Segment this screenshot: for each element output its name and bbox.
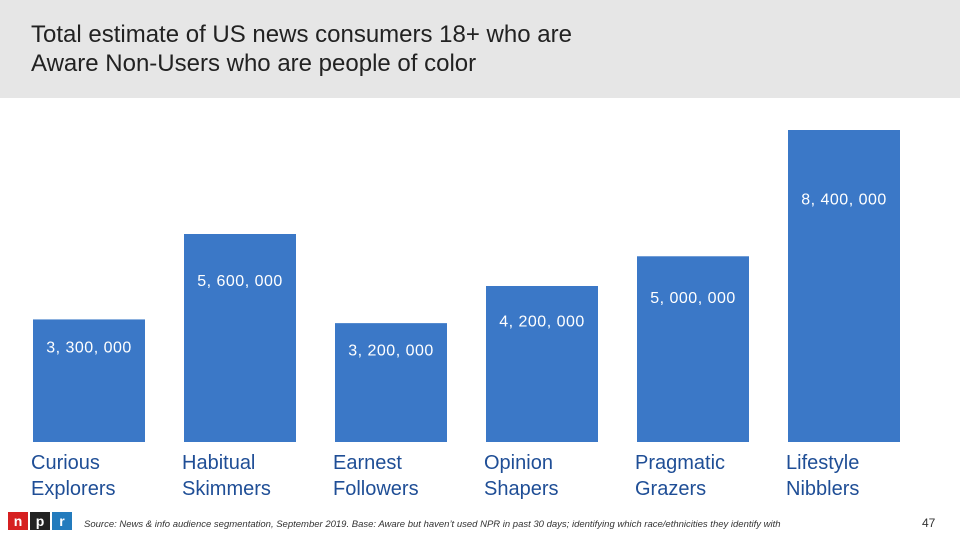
bar-0 <box>33 319 145 442</box>
category-label-line: Skimmers <box>182 478 271 500</box>
title-line-2: Aware Non-Users who are people of color <box>31 50 477 77</box>
npr-logo: n p r <box>8 512 72 530</box>
category-label-line: Lifestyle <box>786 452 860 474</box>
category-label-line: Nibblers <box>786 478 860 500</box>
category-label-line: Pragmatic <box>635 452 726 474</box>
category-label-line: Habitual <box>182 452 256 474</box>
category-label-line: Opinion <box>484 452 553 474</box>
category-label-line: Explorers <box>31 478 116 500</box>
category-label-line: Followers <box>333 478 419 500</box>
category-label-3: Opinion Shapers <box>484 450 559 502</box>
bar-value-label-1: 5, 600, 000 <box>197 273 283 290</box>
bar-3 <box>486 286 598 442</box>
logo-letter-n: n <box>8 512 28 530</box>
category-label-line: Shapers <box>484 478 559 500</box>
category-label-line: Curious <box>31 452 100 474</box>
bar-value-label-3: 4, 200, 000 <box>499 313 585 330</box>
logo-letter-r: r <box>52 512 72 530</box>
title-banner: Total estimate of US news consumers 18+ … <box>0 0 960 98</box>
bar-5 <box>788 130 900 442</box>
bar-value-label-5: 8, 400, 000 <box>801 192 887 209</box>
bar-1 <box>184 234 296 442</box>
category-label-line: Earnest <box>333 452 402 474</box>
bar-4 <box>637 256 749 442</box>
category-label-2: Earnest Followers <box>333 450 419 502</box>
bar-value-label-0: 3, 300, 000 <box>46 339 132 356</box>
title-line-1: Total estimate of US news consumers 18+ … <box>31 21 572 48</box>
page-title: Total estimate of US news consumers 18+ … <box>31 20 911 78</box>
category-label-1: Habitual Skimmers <box>182 450 271 502</box>
bar-value-label-4: 5, 000, 000 <box>650 290 736 307</box>
bar-2 <box>335 323 447 442</box>
category-label-0: Curious Explorers <box>31 450 115 502</box>
bar-value-label-2: 3, 200, 000 <box>348 342 434 359</box>
category-label-4: Pragmatic Grazers <box>635 450 725 502</box>
category-label-line: Grazers <box>635 478 707 500</box>
page-number: 47 <box>922 516 936 530</box>
logo-letter-p: p <box>30 512 50 530</box>
category-label-5: Lifestyle Nibblers <box>786 450 859 502</box>
source-note: Source: News & info audience segmentatio… <box>84 519 781 530</box>
